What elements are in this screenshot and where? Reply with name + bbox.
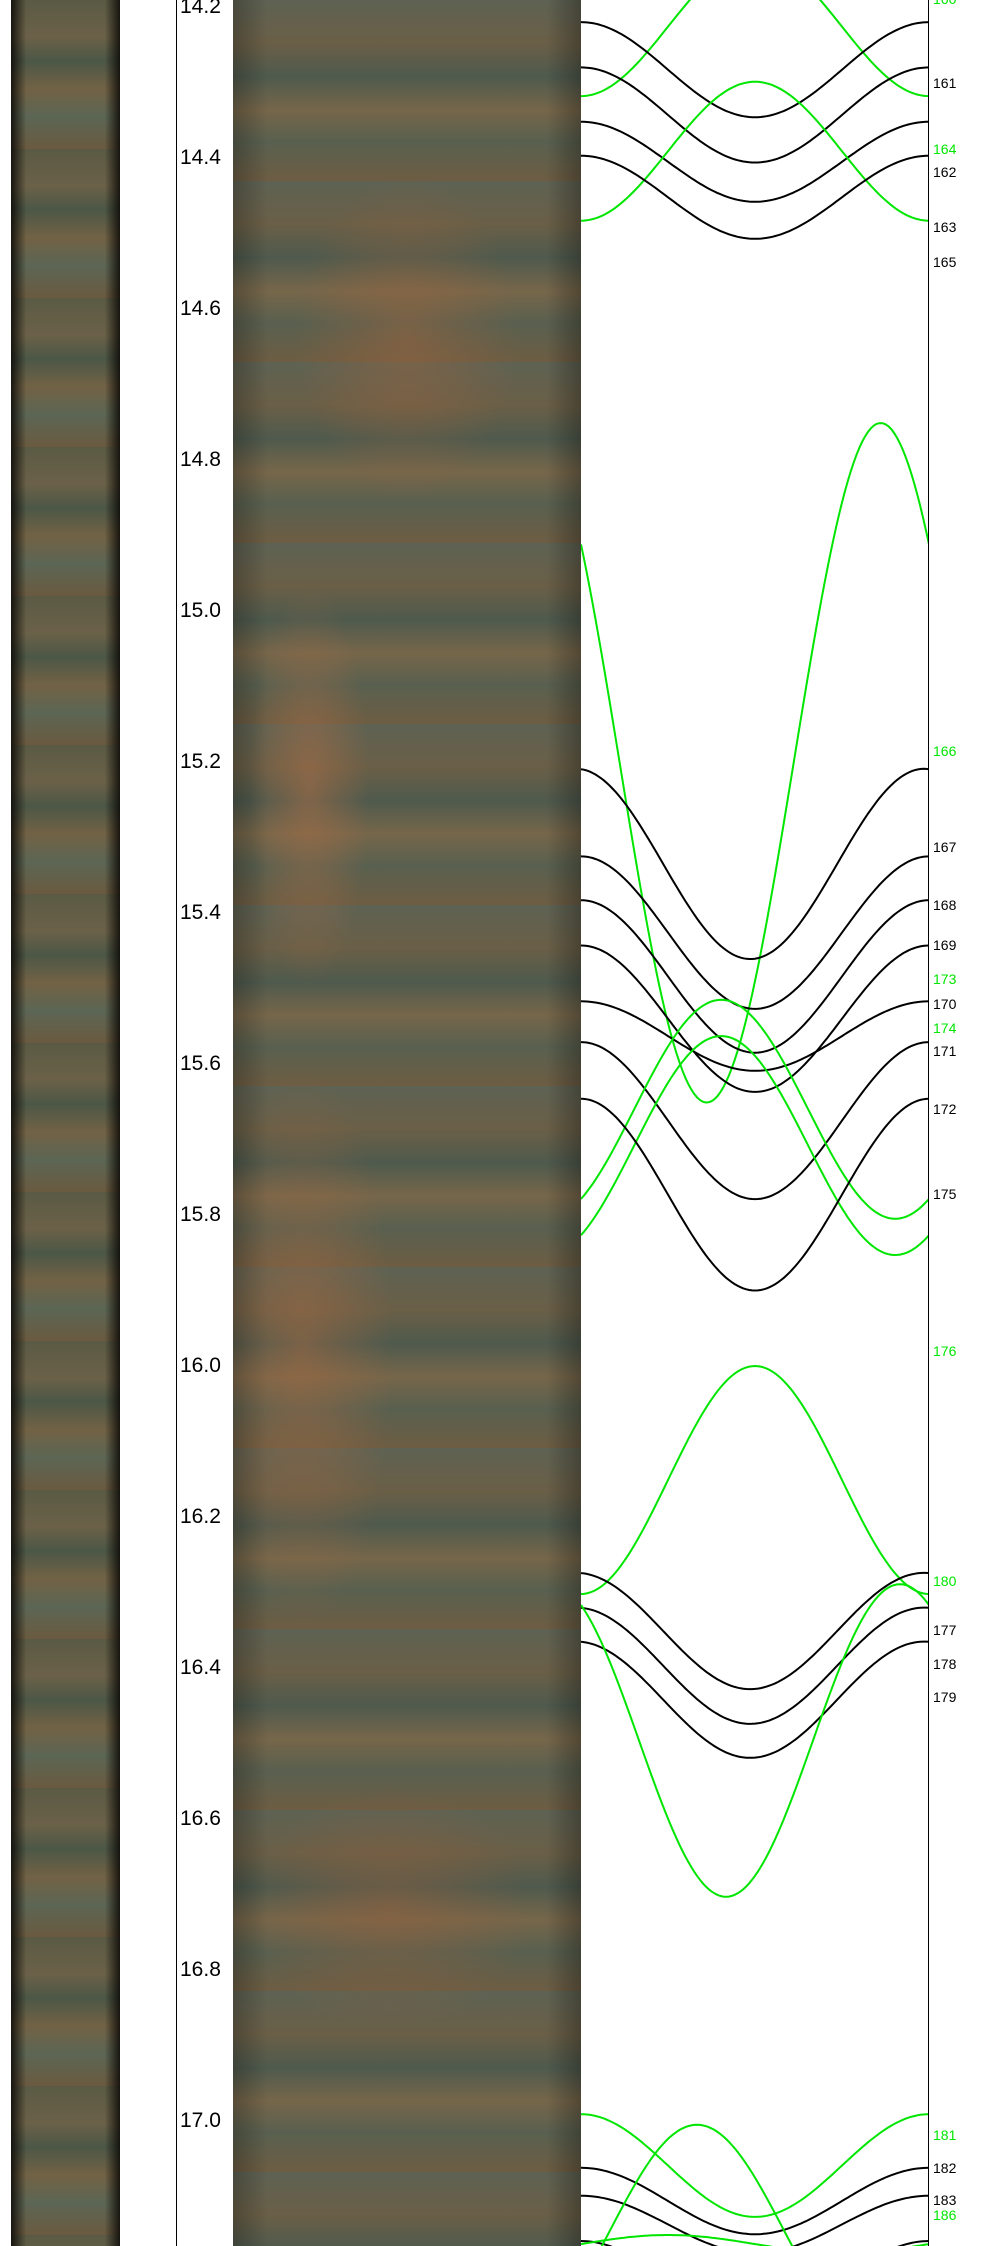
depth-tick-label: 15.4 — [180, 901, 221, 924]
plane-trace-163 — [581, 120, 929, 203]
plane-label: 165 — [933, 254, 957, 271]
plane-trace-164 — [581, 80, 929, 222]
plane-label: 179 — [933, 1688, 957, 1705]
plane-label: 183 — [933, 2191, 957, 2208]
plane-trace-178 — [581, 1606, 929, 1725]
depth-tick-label: 14.8 — [180, 448, 221, 471]
plane-trace-186 — [581, 2234, 929, 2246]
plane-trace-185 — [600, 2123, 794, 2246]
depth-tick-label: 14.4 — [180, 146, 221, 169]
unrolled-core-scan-wide — [233, 0, 581, 2246]
plane-trace-171 — [581, 1000, 929, 1072]
plane-label: 181 — [933, 2126, 957, 2143]
depth-tick-label: 17.0 — [180, 2109, 221, 2132]
plane-trace-179 — [581, 1640, 929, 1759]
depth-tick-label: 16.0 — [180, 1354, 221, 1377]
plane-label: 173 — [933, 971, 957, 988]
plane-label: 162 — [933, 163, 957, 180]
plane-trace-177 — [581, 1571, 929, 1691]
plane-label: 166 — [933, 742, 957, 759]
plane-trace-168 — [581, 855, 929, 1010]
unrolled-core-scan-narrow — [11, 0, 120, 2246]
plane-trace-161 — [581, 21, 929, 119]
plane-label: 180 — [933, 1573, 957, 1590]
plane-label: 175 — [933, 1185, 957, 1202]
plane-label: 171 — [933, 1043, 957, 1060]
structural-planes-plot — [581, 0, 929, 2246]
depth-tick-label: 15.8 — [180, 1203, 221, 1226]
plane-trace-173 — [581, 998, 929, 1220]
plane-label: 186 — [933, 2207, 957, 2224]
plane-trace-170 — [581, 944, 929, 1093]
plane-trace-176 — [581, 1364, 929, 1595]
plane-trace-172 — [581, 1041, 929, 1201]
plane-trace-169 — [581, 899, 929, 1054]
plane-trace-180 — [581, 1583, 929, 1898]
plane-trace-162 — [581, 66, 929, 164]
plane-label: 169 — [933, 937, 957, 954]
depth-tick-label: 16.6 — [180, 1807, 221, 1830]
plane-label: 170 — [933, 995, 957, 1012]
plane-label: 174 — [933, 1019, 957, 1036]
plane-label: 161 — [933, 74, 957, 91]
plane-trace-175 — [581, 1097, 929, 1292]
plane-trace-167 — [581, 767, 929, 960]
plane-trace-166 — [581, 422, 929, 1104]
plane-label: 167 — [933, 839, 957, 856]
depth-tick-label: 15.0 — [180, 599, 221, 622]
depth-axis-line — [176, 0, 177, 2246]
depth-tick-label: 16.2 — [180, 1505, 221, 1528]
plane-label: 176 — [933, 1342, 957, 1359]
depth-tick-label: 15.2 — [180, 750, 221, 773]
plane-label: 182 — [933, 2159, 957, 2176]
depth-tick-label: 16.8 — [180, 1958, 221, 1981]
plane-label: 163 — [933, 219, 957, 236]
plane-trace-165 — [581, 154, 929, 240]
plot-right-border — [928, 0, 929, 2246]
plane-label: 177 — [933, 1622, 957, 1639]
plane-label: 172 — [933, 1101, 957, 1118]
depth-tick-label: 16.4 — [180, 1656, 221, 1679]
depth-tick-label: 15.6 — [180, 1052, 221, 1075]
plane-trace-181 — [581, 2113, 929, 2218]
plane-trace-174 — [581, 1035, 929, 1257]
plane-label: 178 — [933, 1656, 957, 1673]
depth-tick-label: 14.2 — [180, 0, 221, 18]
plane-label: 168 — [933, 897, 957, 914]
plane-trace-160 — [581, 0, 929, 98]
plane-label: 160 — [933, 0, 956, 6]
plane-trace-182 — [581, 2166, 929, 2236]
plane-label: 164 — [933, 140, 957, 157]
plane-trace-183 — [581, 2194, 929, 2246]
depth-tick-label: 14.6 — [180, 297, 221, 320]
